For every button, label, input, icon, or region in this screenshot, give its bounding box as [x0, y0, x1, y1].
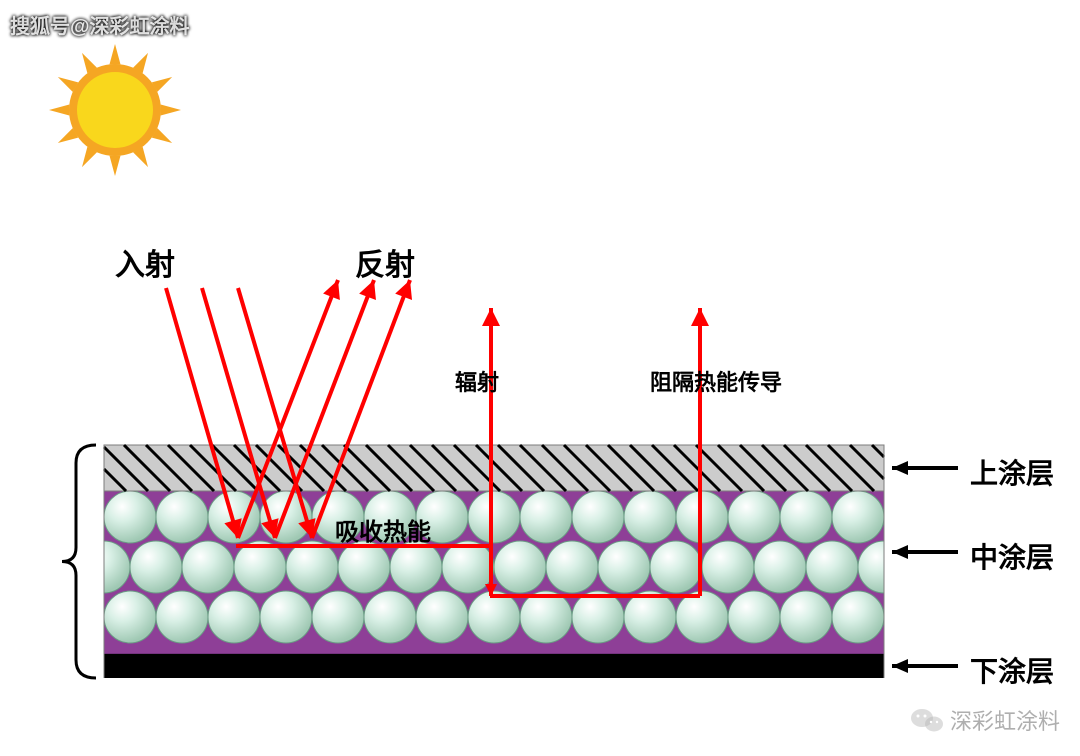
label-middle-layer: 中涂层: [970, 536, 1054, 576]
watermark-top-left: 搜狐号@深彩虹涂料: [10, 10, 190, 39]
wechat-watermark: 深彩虹涂料: [910, 704, 1060, 736]
label-incident: 入射: [115, 240, 175, 284]
label-top-layer: 上涂层: [970, 452, 1054, 492]
wechat-icon: [910, 706, 944, 734]
label-block-conduction: 阻隔热能传导: [650, 365, 782, 397]
label-reflection: 反射: [355, 240, 415, 284]
label-absorb-heat: 吸收热能: [335, 512, 431, 547]
label-bottom-layer: 下涂层: [970, 650, 1054, 690]
label-radiation: 辐射: [455, 365, 499, 397]
wechat-watermark-text: 深彩虹涂料: [950, 704, 1060, 736]
coating-layers-diagram: [0, 0, 1080, 756]
